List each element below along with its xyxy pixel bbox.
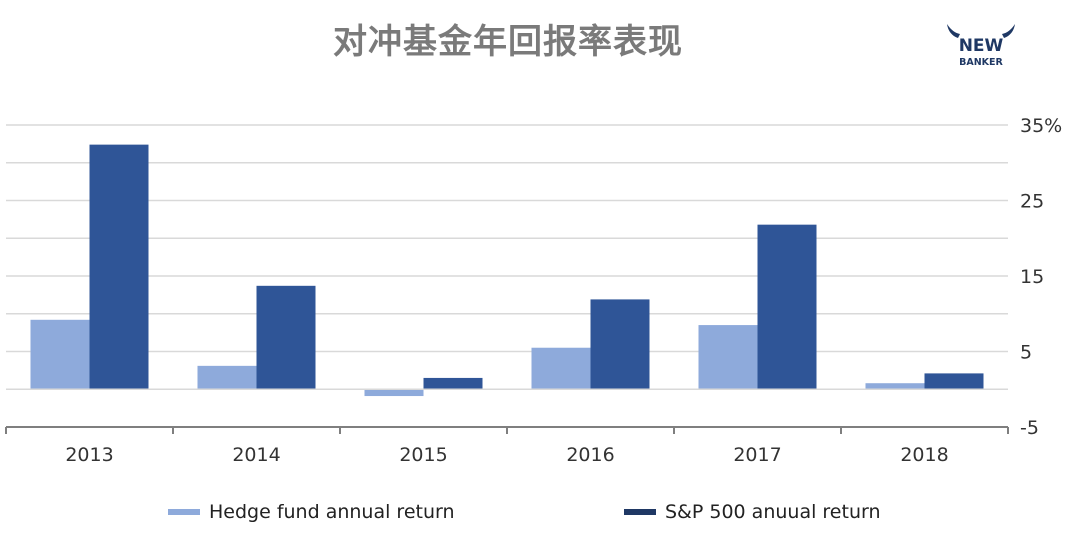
x-tick-label: 2015 bbox=[399, 444, 447, 466]
bar-hedge-fund bbox=[30, 319, 90, 390]
bar-sp500 bbox=[924, 373, 984, 390]
y-tick-label: 25 bbox=[1020, 191, 1044, 213]
legend-label-hedge-fund: Hedge fund annual return bbox=[209, 501, 455, 523]
y-tick-label: 15 bbox=[1020, 266, 1044, 288]
y-tick-label: 35% bbox=[1020, 115, 1062, 137]
y-tick-label: -5 bbox=[1020, 417, 1039, 439]
bar-sp500 bbox=[89, 144, 149, 390]
bar-sp500 bbox=[256, 285, 316, 390]
legend-label-sp500: S&P 500 anuual return bbox=[665, 501, 881, 523]
left-horn-icon bbox=[947, 24, 960, 38]
x-tick-label: 2018 bbox=[900, 444, 948, 466]
tick-labels: 35% 25 15 5 -5 2013 2014 2015 2016 2017 2018 bbox=[65, 115, 1062, 466]
x-tick-label: 2014 bbox=[232, 444, 280, 466]
bars bbox=[30, 144, 984, 397]
y-tick-label: 5 bbox=[1020, 342, 1032, 364]
x-tick-label: 2017 bbox=[733, 444, 781, 466]
logo-text-banker: BANKER bbox=[959, 57, 1003, 68]
right-horn-icon bbox=[1002, 24, 1015, 38]
gridlines bbox=[6, 124, 1008, 390]
bar-hedge-fund bbox=[364, 389, 424, 397]
bar-sp500 bbox=[757, 224, 817, 390]
legend-swatch-hedge-fund bbox=[168, 509, 200, 515]
bar-hedge-fund bbox=[865, 383, 925, 390]
axes bbox=[5, 388, 1009, 434]
legend-item-hedge-fund: Hedge fund annual return bbox=[168, 496, 455, 528]
logo-text-new: NEW bbox=[959, 36, 1004, 56]
bar-hedge-fund bbox=[197, 365, 257, 390]
x-tick-label: 2013 bbox=[65, 444, 113, 466]
legend-swatch-sp500 bbox=[624, 509, 656, 515]
logo-shield bbox=[961, 34, 1001, 73]
bar-hedge-fund bbox=[698, 325, 758, 390]
legend-item-sp500: S&P 500 anuual return bbox=[624, 496, 881, 528]
bull-logo-icon: NEW BANKER bbox=[947, 24, 1015, 73]
chart-title: 对冲基金年回报率表现 bbox=[333, 22, 683, 62]
newbanker-logo: NEW BANKER bbox=[944, 22, 1018, 74]
x-tick-label: 2016 bbox=[566, 444, 614, 466]
bar-sp500 bbox=[590, 299, 650, 390]
bar-sp500 bbox=[423, 377, 483, 390]
bar-hedge-fund bbox=[531, 347, 591, 390]
